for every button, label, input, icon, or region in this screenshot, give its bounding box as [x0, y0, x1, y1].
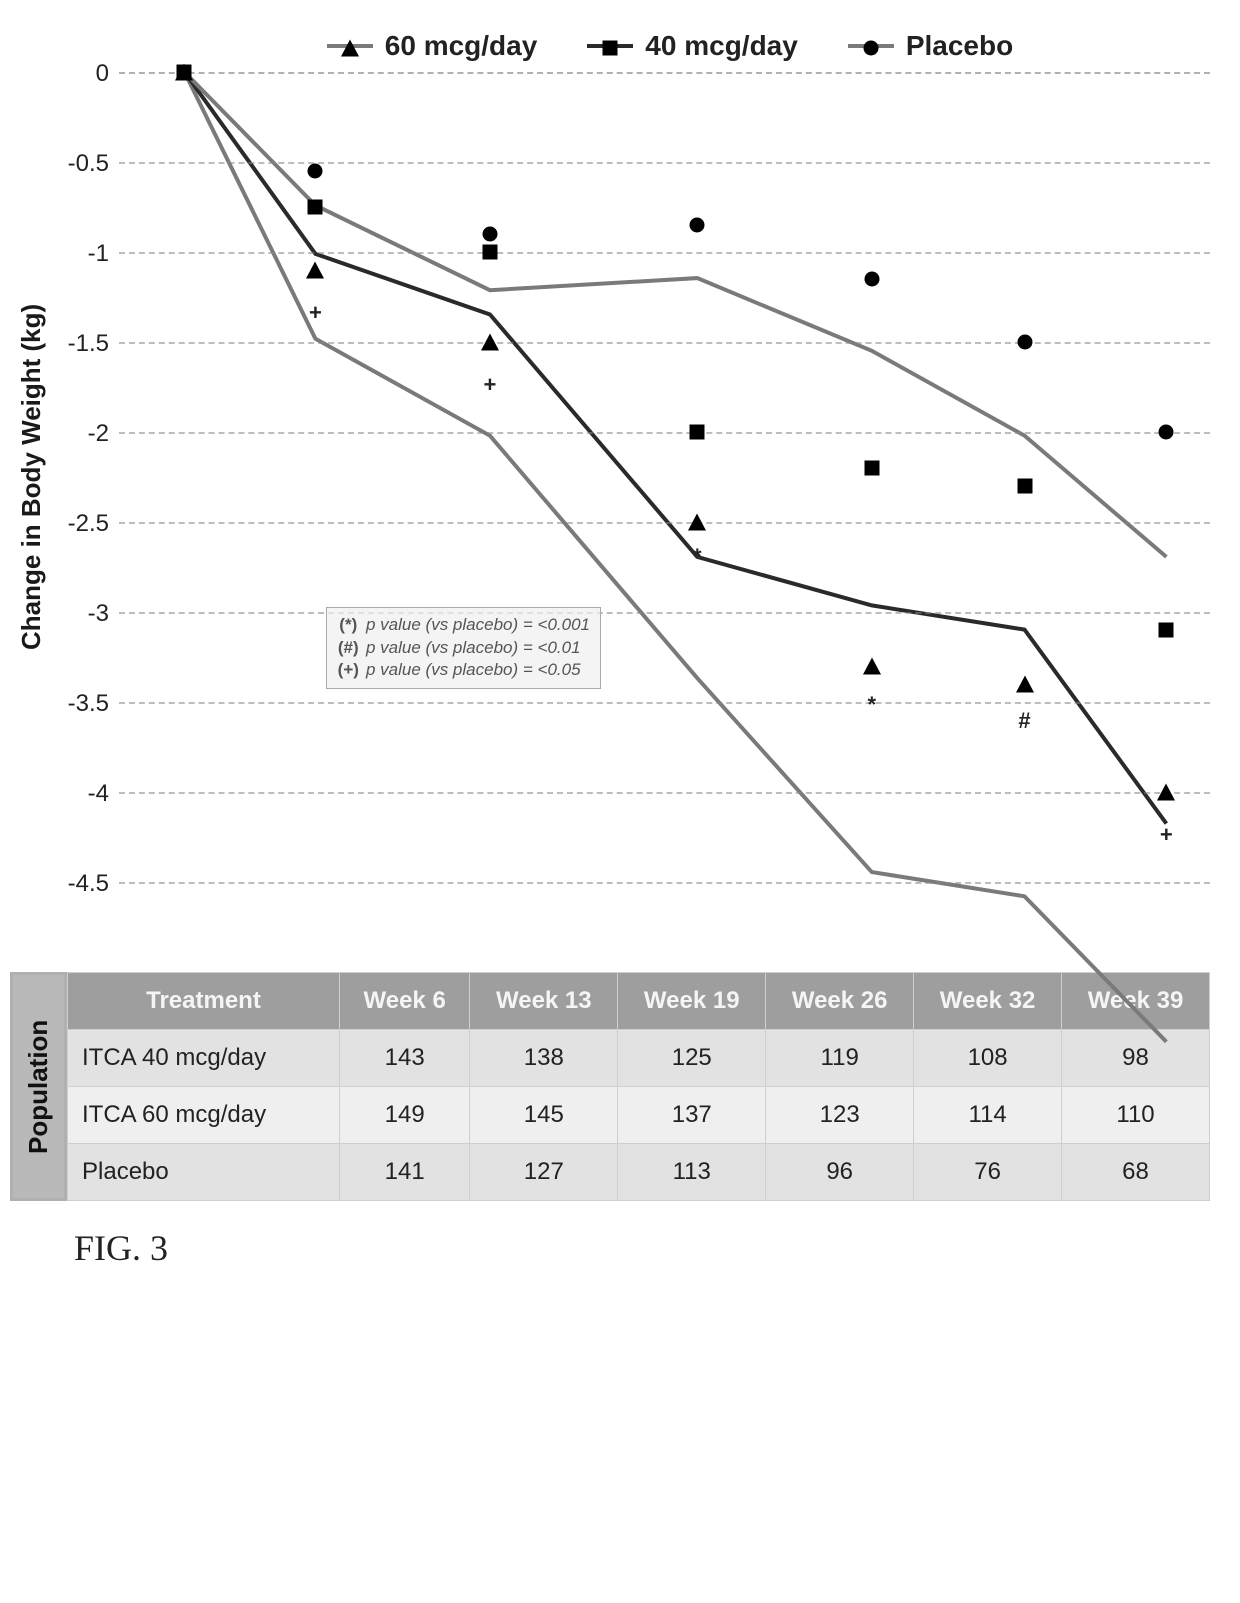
- triangle-icon: [1157, 784, 1175, 801]
- triangle-icon: [481, 333, 499, 350]
- square-icon: [1159, 622, 1174, 637]
- y-axis-title: Change in Body Weight (kg): [10, 72, 53, 882]
- legend-item-40mcg: 40 mcg/day: [587, 30, 798, 62]
- y-tick-label: -1: [88, 240, 109, 268]
- circle-icon: [177, 65, 192, 80]
- pvalue-line: (*) p value (vs placebo) = <0.001: [335, 614, 590, 637]
- pvalue-legend-box: (*) p value (vs placebo) = <0.001(#) p v…: [326, 607, 601, 690]
- annotation-layer: + + * * # +: [119, 72, 1210, 882]
- chart-row: Change in Body Weight (kg) 0-0.5-1-1.5-2…: [10, 72, 1210, 882]
- square-icon: [690, 425, 705, 440]
- square-icon: [864, 461, 879, 476]
- y-tick-label: -4.5: [68, 870, 109, 898]
- pvalue-line: (+) p value (vs placebo) = <0.05: [335, 659, 590, 682]
- triangle-icon: [863, 658, 881, 675]
- circle-icon: [864, 272, 879, 287]
- legend-label: 40 mcg/day: [645, 30, 798, 62]
- y-tick-label: 0: [96, 60, 109, 88]
- pvalue-line: (#) p value (vs placebo) = <0.01: [335, 637, 590, 660]
- circle-icon: [690, 218, 705, 233]
- legend-label: 60 mcg/day: [385, 30, 538, 62]
- legend-item-60mcg: 60 mcg/day: [327, 30, 538, 62]
- legend-line: [848, 44, 894, 48]
- circle-icon: [1159, 425, 1174, 440]
- y-tick-label: -3: [88, 600, 109, 628]
- triangle-icon: [688, 514, 706, 531]
- y-tick-label: -0.5: [68, 150, 109, 178]
- square-icon: [482, 245, 497, 260]
- circle-icon: [308, 164, 323, 179]
- legend-line: [327, 44, 373, 48]
- legend-item-placebo: Placebo: [848, 30, 1013, 62]
- significance-marker: #: [1018, 708, 1030, 734]
- y-tick-label: -2.5: [68, 510, 109, 538]
- significance-marker: *: [693, 544, 702, 570]
- triangle-icon: [341, 40, 359, 57]
- y-tick-label: -2: [88, 420, 109, 448]
- gridline: [119, 882, 1210, 884]
- page: 60 mcg/day 40 mcg/day Placebo Change in …: [0, 0, 1240, 1299]
- chart-legend: 60 mcg/day 40 mcg/day Placebo: [130, 30, 1210, 62]
- square-icon: [308, 199, 323, 214]
- y-tick-label: -4: [88, 780, 109, 808]
- square-icon: [1017, 479, 1032, 494]
- circle-icon: [1017, 334, 1032, 349]
- triangle-icon: [306, 262, 324, 279]
- legend-label: Placebo: [906, 30, 1013, 62]
- plot-area: ++**#+(*) p value (vs placebo) = <0.001(…: [119, 72, 1210, 882]
- triangle-icon: [1016, 676, 1034, 693]
- significance-marker: *: [868, 692, 877, 718]
- legend-line: [587, 44, 633, 48]
- circle-icon: [482, 227, 497, 242]
- y-axis-ticks: 0-0.5-1-1.5-2-2.5-3-3.5-4-4.5: [53, 72, 113, 882]
- square-icon: [603, 41, 618, 56]
- significance-marker: +: [309, 300, 322, 326]
- significance-marker: +: [484, 372, 497, 398]
- figure-caption: FIG. 3: [74, 1227, 1210, 1269]
- weight-change-chart: ++**#+(*) p value (vs placebo) = <0.001(…: [119, 72, 1210, 882]
- population-side-label: Population: [10, 972, 67, 1201]
- significance-marker: +: [1160, 822, 1173, 848]
- circle-icon: [863, 41, 878, 56]
- y-tick-label: -1.5: [68, 330, 109, 358]
- y-tick-label: -3.5: [68, 690, 109, 718]
